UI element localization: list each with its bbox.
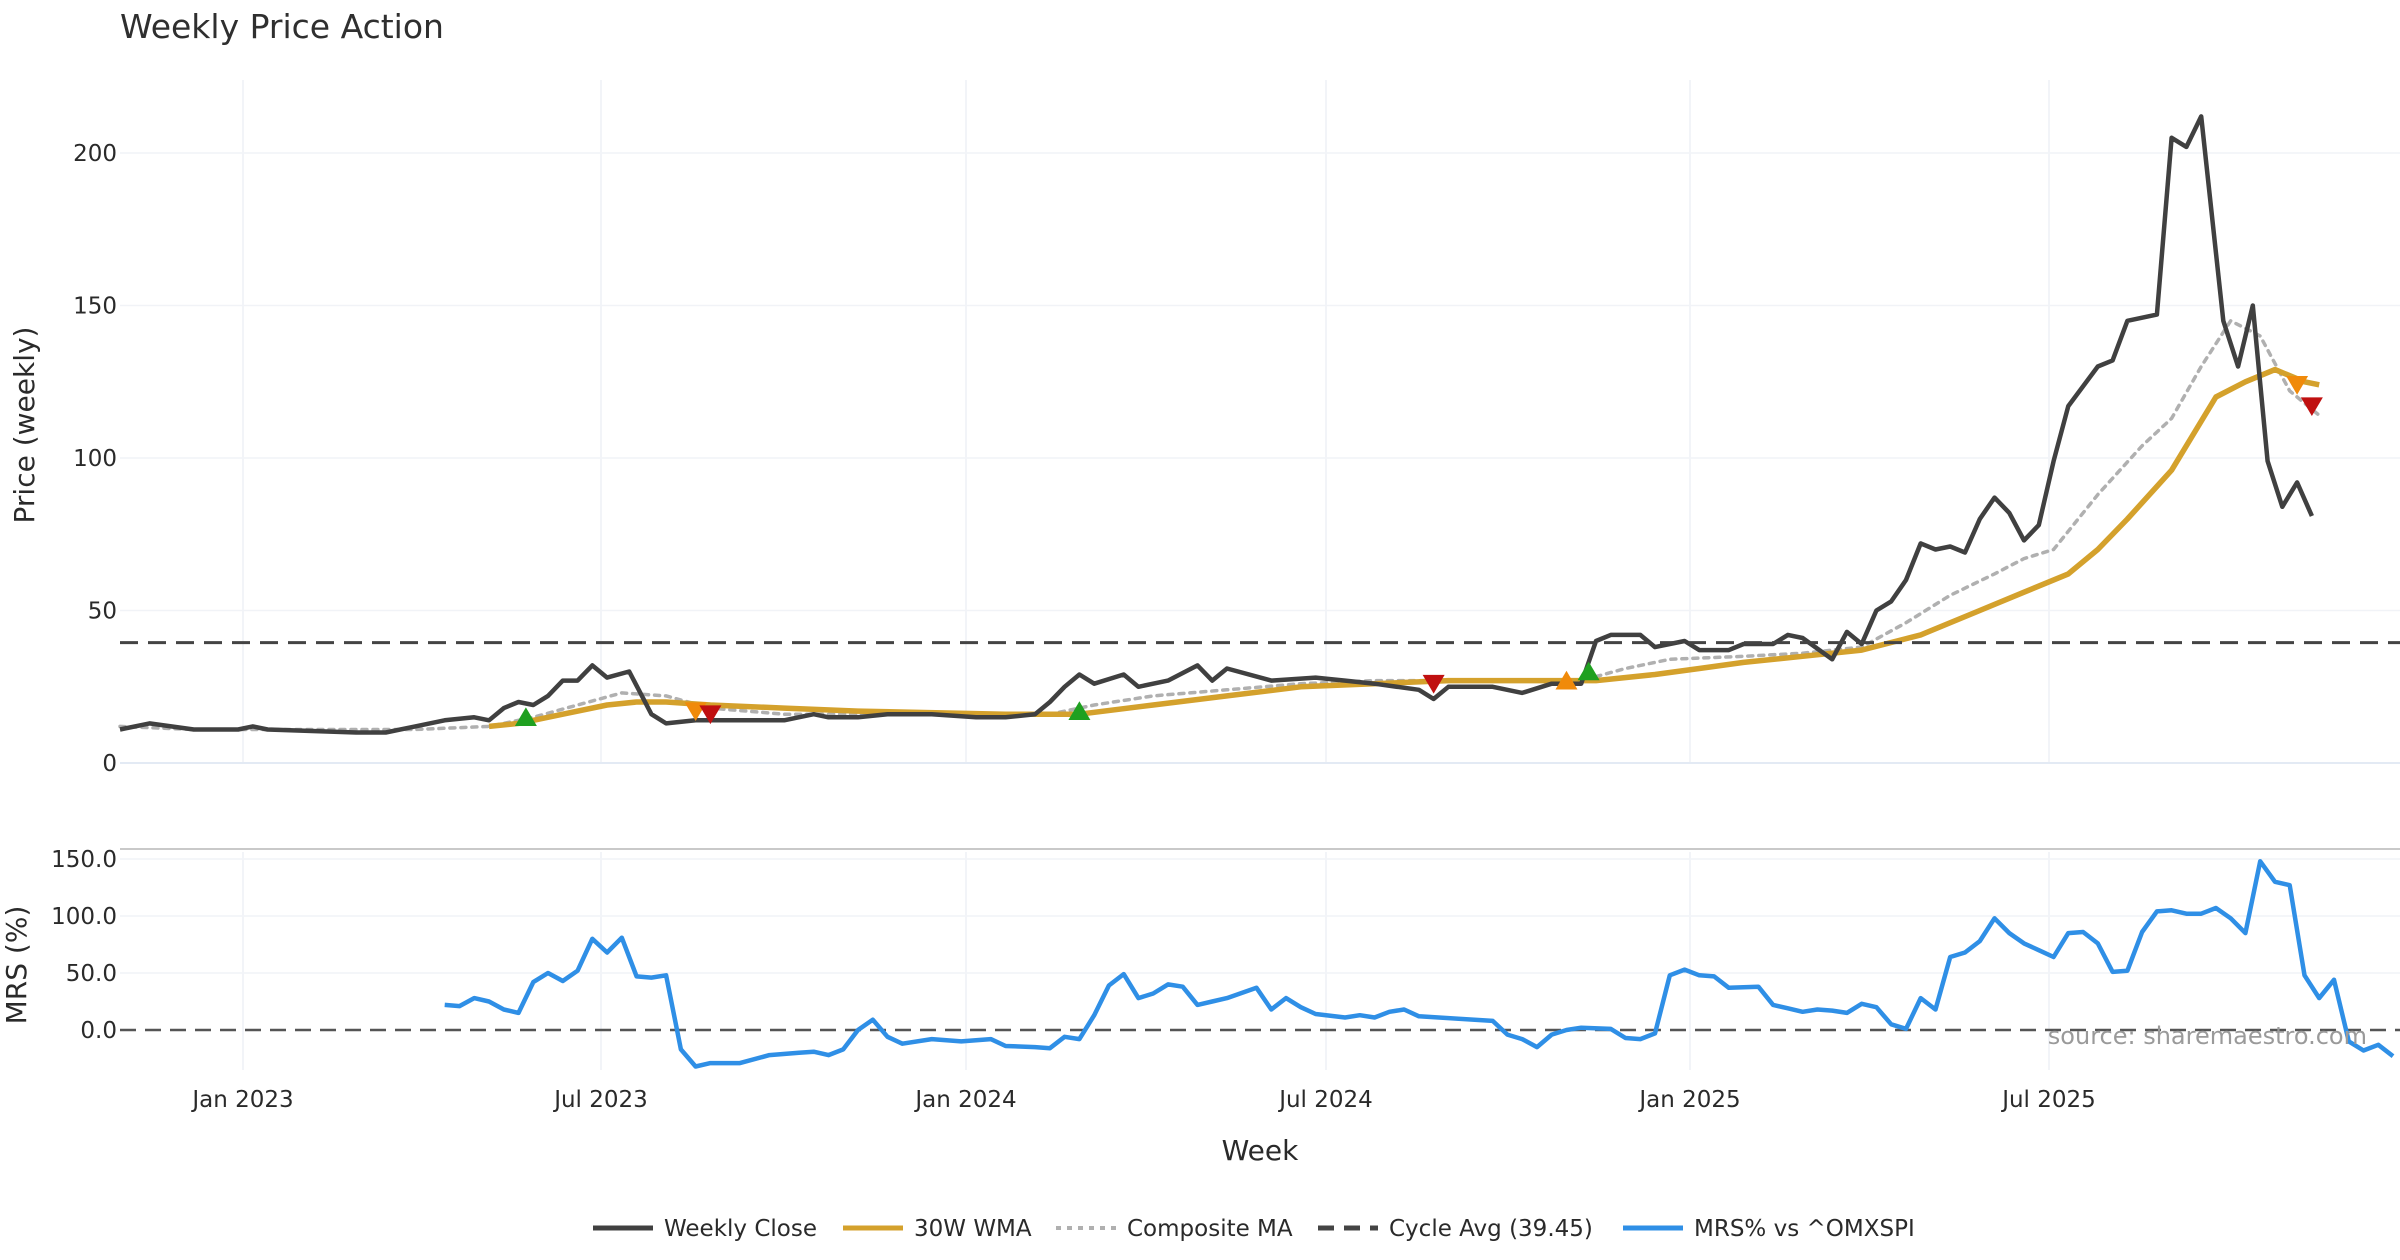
sell-signal-marker xyxy=(2286,376,2309,395)
legend-label: Composite MA xyxy=(1127,1216,1293,1242)
buy-signal-marker xyxy=(514,707,537,727)
mrs-line xyxy=(444,859,2395,1069)
sell-signal-marker xyxy=(699,705,722,725)
price-y-tick-label: 150 xyxy=(73,294,117,320)
x-tick-label: Jan 2024 xyxy=(913,1087,1016,1113)
price-y-tick-label: 0 xyxy=(102,751,117,777)
buy-signal-marker xyxy=(1577,661,1600,681)
composite-ma-line xyxy=(118,318,2321,732)
buy-signal-marker xyxy=(1068,701,1091,720)
wma-30w-line xyxy=(488,366,2320,730)
source-note: source: sharemaestro.com xyxy=(2048,1022,2367,1050)
axes: Jan 2023 Jul 2023 Jan 2024 Jul 2024 Jan 2025… xyxy=(51,141,2400,1113)
x-tick-label: Jan 2023 xyxy=(190,1087,293,1113)
price-y-tick-label: 50 xyxy=(88,599,117,625)
weekly-close-line xyxy=(119,114,2314,735)
mrs-y-tick-label: 50.0 xyxy=(66,961,117,987)
x-tick-label: Jul 2023 xyxy=(552,1087,648,1113)
legend-label: Cycle Avg (39.45) xyxy=(1389,1216,1593,1242)
legend-label: MRS% vs ^OMXSPI xyxy=(1694,1216,1915,1242)
x-tick-label: Jul 2024 xyxy=(1277,1087,1373,1113)
sell-signal-marker xyxy=(2300,397,2323,417)
signal-markers xyxy=(514,376,2323,727)
buy-signal-marker xyxy=(1555,670,1578,690)
legend-label: 30W WMA xyxy=(914,1216,1032,1242)
mrs-y-tick-label: 150.0 xyxy=(51,847,117,873)
price-y-tick-label: 200 xyxy=(73,141,117,167)
series-layer xyxy=(118,114,2400,1069)
price-y-axis-label: Price (weekly) xyxy=(8,327,41,524)
chart-legend: Weekly Close 30W WMA Composite MA Cycle Avg… xyxy=(593,1216,1915,1242)
mrs-y-tick-label: 100.0 xyxy=(51,904,117,930)
x-tick-label: Jan 2025 xyxy=(1637,1087,1740,1113)
legend-label: Weekly Close xyxy=(664,1216,817,1242)
sell-signal-marker xyxy=(1422,674,1445,694)
chart-title: Weekly Price Action xyxy=(120,7,444,46)
mrs-y-tick-label: 0.0 xyxy=(80,1018,117,1044)
x-tick-label: Jul 2025 xyxy=(2000,1087,2096,1113)
mrs-y-axis-label: MRS (%) xyxy=(0,906,33,1025)
price-y-tick-label: 100 xyxy=(73,446,117,472)
gridlines xyxy=(120,80,2400,1070)
x-axis-label: Week xyxy=(1222,1134,1299,1167)
